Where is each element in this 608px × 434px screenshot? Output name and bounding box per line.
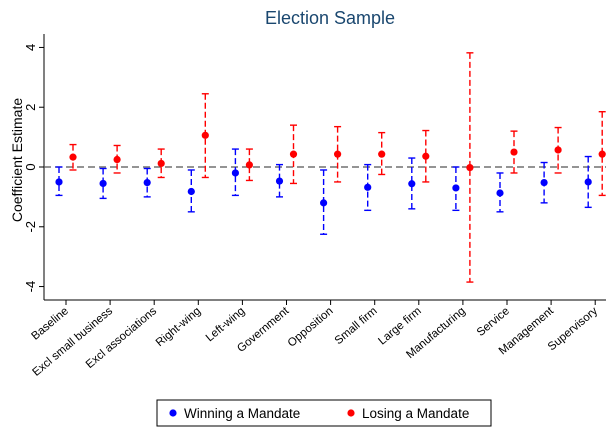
point-losing: [113, 155, 121, 164]
point-losing: [510, 148, 518, 156]
point-winning: [320, 199, 328, 207]
point-losing: [378, 150, 386, 158]
y-tick-label: -4: [23, 281, 38, 293]
legend: Winning a Mandate Losing a Mandate: [156, 399, 492, 427]
y-tick-label: 2: [23, 104, 38, 111]
point-losing: [69, 153, 77, 161]
point-losing: [598, 150, 606, 158]
y-tick-label: 4: [23, 44, 38, 51]
point-winning: [99, 179, 107, 188]
point-losing: [201, 131, 209, 139]
y-tick-label: 0: [23, 163, 38, 170]
point-losing: [554, 146, 562, 154]
point-winning: [143, 178, 151, 187]
legend-marker-losing: [347, 409, 355, 417]
y-tick-label: -2: [23, 221, 38, 233]
point-winning: [408, 180, 416, 188]
legend-marker-winning: [169, 409, 177, 417]
point-losing: [466, 163, 474, 172]
point-losing: [334, 150, 342, 158]
point-winning: [540, 178, 548, 187]
point-losing: [157, 159, 165, 168]
point-winning: [452, 184, 460, 192]
point-winning: [231, 169, 239, 177]
point-winning: [275, 177, 284, 185]
point-losing: [422, 152, 430, 160]
point-winning: [55, 178, 63, 186]
point-winning: [584, 178, 592, 186]
y-axis-label: Coefficient Estimate: [9, 98, 25, 222]
point-losing: [245, 161, 253, 169]
point-winning: [496, 189, 504, 197]
point-winning: [364, 183, 372, 191]
legend-box: [156, 399, 492, 427]
chart-title: Election Sample: [265, 8, 395, 28]
legend-label-losing: Losing a Mandate: [362, 406, 469, 421]
legend-label-winning: Winning a Mandate: [184, 406, 300, 421]
point-losing: [289, 150, 298, 158]
point-winning: [187, 187, 195, 196]
